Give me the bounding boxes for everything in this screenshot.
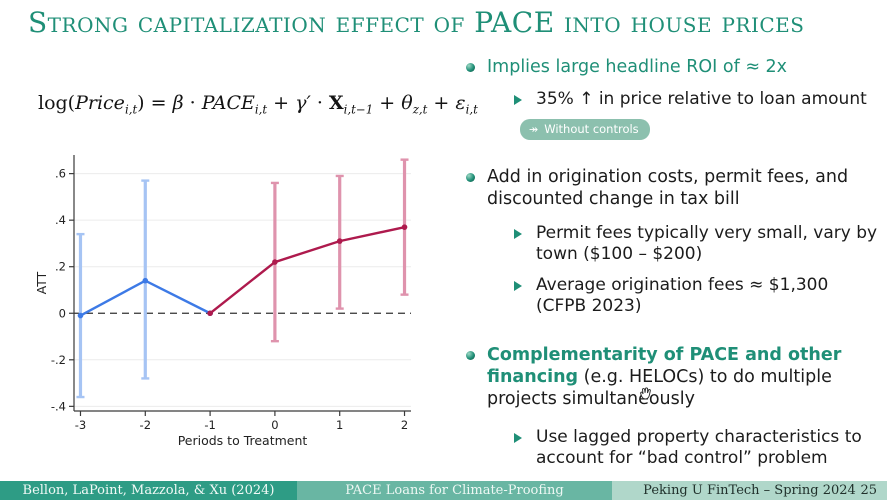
bullet-ball-icon — [466, 173, 475, 182]
bullet-origination-costs: Add in origination costs, permit fees, a… — [466, 166, 880, 210]
att-plot: .6 .4 .2 0 -.2 -.4 -3 -2 -1 0 1 2 ATT Periods to Trea… — [34, 155, 411, 448]
svg-text:Periods to Treatment: Periods to Treatment — [178, 433, 308, 448]
bullet-origination-costs-text: Add in origination costs, permit fees, a… — [487, 167, 849, 210]
svg-text:-3: -3 — [75, 418, 86, 432]
svg-text:2: 2 — [401, 418, 408, 432]
subbullet-bad-control: Use lagged property characteristics to a… — [514, 427, 882, 470]
slide-title: Strong capitalization effect of PACE int… — [28, 6, 805, 39]
bullet-complementarity-text: Complementarity of PACE and other financ… — [487, 345, 842, 410]
triangle-bullet-icon — [514, 229, 522, 239]
bullet-ball-icon — [466, 351, 475, 360]
bullet-roi: Implies large headline ROI of ≈ 2x — [466, 56, 876, 78]
svg-text:.4: .4 — [55, 213, 66, 227]
subbullet-price-increase-text: 35% ↑ in price relative to loan amount — [536, 89, 867, 109]
skip-arrow-icon: ↠ — [529, 122, 539, 136]
svg-text:ATT: ATT — [34, 271, 49, 294]
svg-text:-1: -1 — [204, 418, 215, 432]
bullet-complementarity: Complementarity of PACE and other financ… — [466, 344, 880, 410]
regression-formula: log(Pricei,t) = β · PACEi,t + γ′ · Xi,t−… — [38, 92, 478, 117]
svg-text:-.4: -.4 — [51, 399, 66, 413]
bullet-roi-text: Implies large headline ROI of ≈ 2x — [487, 57, 788, 77]
subbullet-price-increase: 35% ↑ in price relative to loan amount — [514, 89, 884, 110]
subbullet-permit-fees: Permit fees typically very small, vary b… — [514, 223, 882, 266]
svg-text:.2: .2 — [55, 260, 66, 274]
subbullet-origination-fees: Average origination fees ≈ $1,300 (CFPB … — [514, 275, 882, 318]
svg-text:-.2: -.2 — [51, 353, 66, 367]
svg-text:.6: .6 — [55, 167, 66, 181]
triangle-bullet-icon — [514, 281, 522, 291]
footer-course: Peking U FinTech – Spring 2024 25 — [612, 481, 887, 500]
subbullet-origination-fees-text: Average origination fees ≈ $1,300 (CFPB … — [536, 275, 829, 317]
triangle-bullet-icon — [514, 95, 522, 105]
svg-text:0: 0 — [59, 306, 66, 320]
footer-course-text: Peking U FinTech – Spring 2024 — [643, 483, 856, 498]
without-controls-button[interactable]: ↠ Without controls — [520, 119, 650, 140]
footer-paper-title: PACE Loans for Climate-Proofing — [297, 481, 612, 500]
svg-text:1: 1 — [336, 418, 343, 432]
triangle-bullet-icon — [514, 433, 522, 443]
page-number: 25 — [860, 483, 877, 498]
hand-cursor-icon — [637, 385, 654, 402]
subbullet-permit-fees-text: Permit fees typically very small, vary b… — [536, 223, 878, 265]
without-controls-label: Without controls — [544, 122, 639, 136]
event-study-chart: .6 .4 .2 0 -.2 -.4 -3 -2 -1 0 1 2 ATT Periods to Trea… — [34, 146, 422, 452]
footer-bar: Bellon, LaPoint, Mazzola, & Xu (2024) PA… — [0, 481, 887, 500]
subbullet-bad-control-text: Use lagged property characteristics to a… — [536, 427, 862, 469]
svg-text:-2: -2 — [140, 418, 151, 432]
footer-authors: Bellon, LaPoint, Mazzola, & Xu (2024) — [0, 481, 297, 500]
bullet-ball-icon — [466, 63, 475, 72]
svg-text:0: 0 — [271, 418, 278, 432]
